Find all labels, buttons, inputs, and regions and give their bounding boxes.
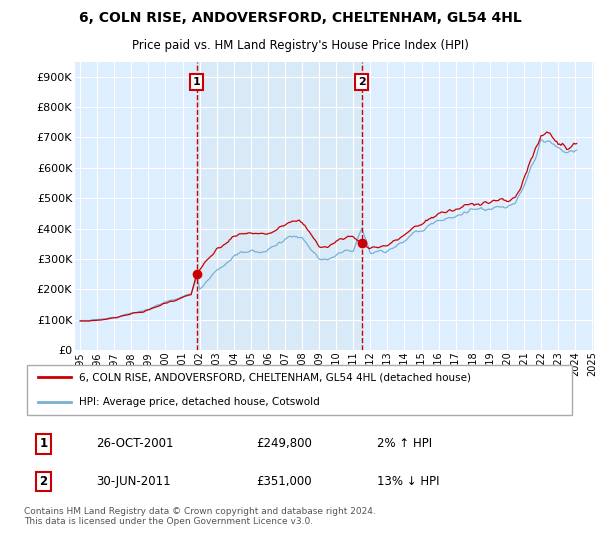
Text: 1: 1: [39, 437, 47, 450]
Text: Price paid vs. HM Land Registry's House Price Index (HPI): Price paid vs. HM Land Registry's House …: [131, 39, 469, 52]
Text: Contains HM Land Registry data © Crown copyright and database right 2024.
This d: Contains HM Land Registry data © Crown c…: [24, 507, 376, 526]
Text: 2: 2: [358, 77, 365, 87]
Text: £249,800: £249,800: [256, 437, 312, 450]
Text: 1: 1: [193, 77, 200, 87]
Text: 30-JUN-2011: 30-JUN-2011: [96, 475, 170, 488]
Text: 26-OCT-2001: 26-OCT-2001: [96, 437, 173, 450]
FancyBboxPatch shape: [27, 365, 572, 415]
Text: 2% ↑ HPI: 2% ↑ HPI: [377, 437, 433, 450]
Text: £351,000: £351,000: [256, 475, 311, 488]
Text: HPI: Average price, detached house, Cotswold: HPI: Average price, detached house, Cots…: [79, 398, 320, 407]
Text: 6, COLN RISE, ANDOVERSFORD, CHELTENHAM, GL54 4HL: 6, COLN RISE, ANDOVERSFORD, CHELTENHAM, …: [79, 11, 521, 25]
Text: 2: 2: [39, 475, 47, 488]
Bar: [197, 62, 362, 350]
Text: 13% ↓ HPI: 13% ↓ HPI: [377, 475, 440, 488]
Text: 6, COLN RISE, ANDOVERSFORD, CHELTENHAM, GL54 4HL (detached house): 6, COLN RISE, ANDOVERSFORD, CHELTENHAM, …: [79, 372, 471, 382]
